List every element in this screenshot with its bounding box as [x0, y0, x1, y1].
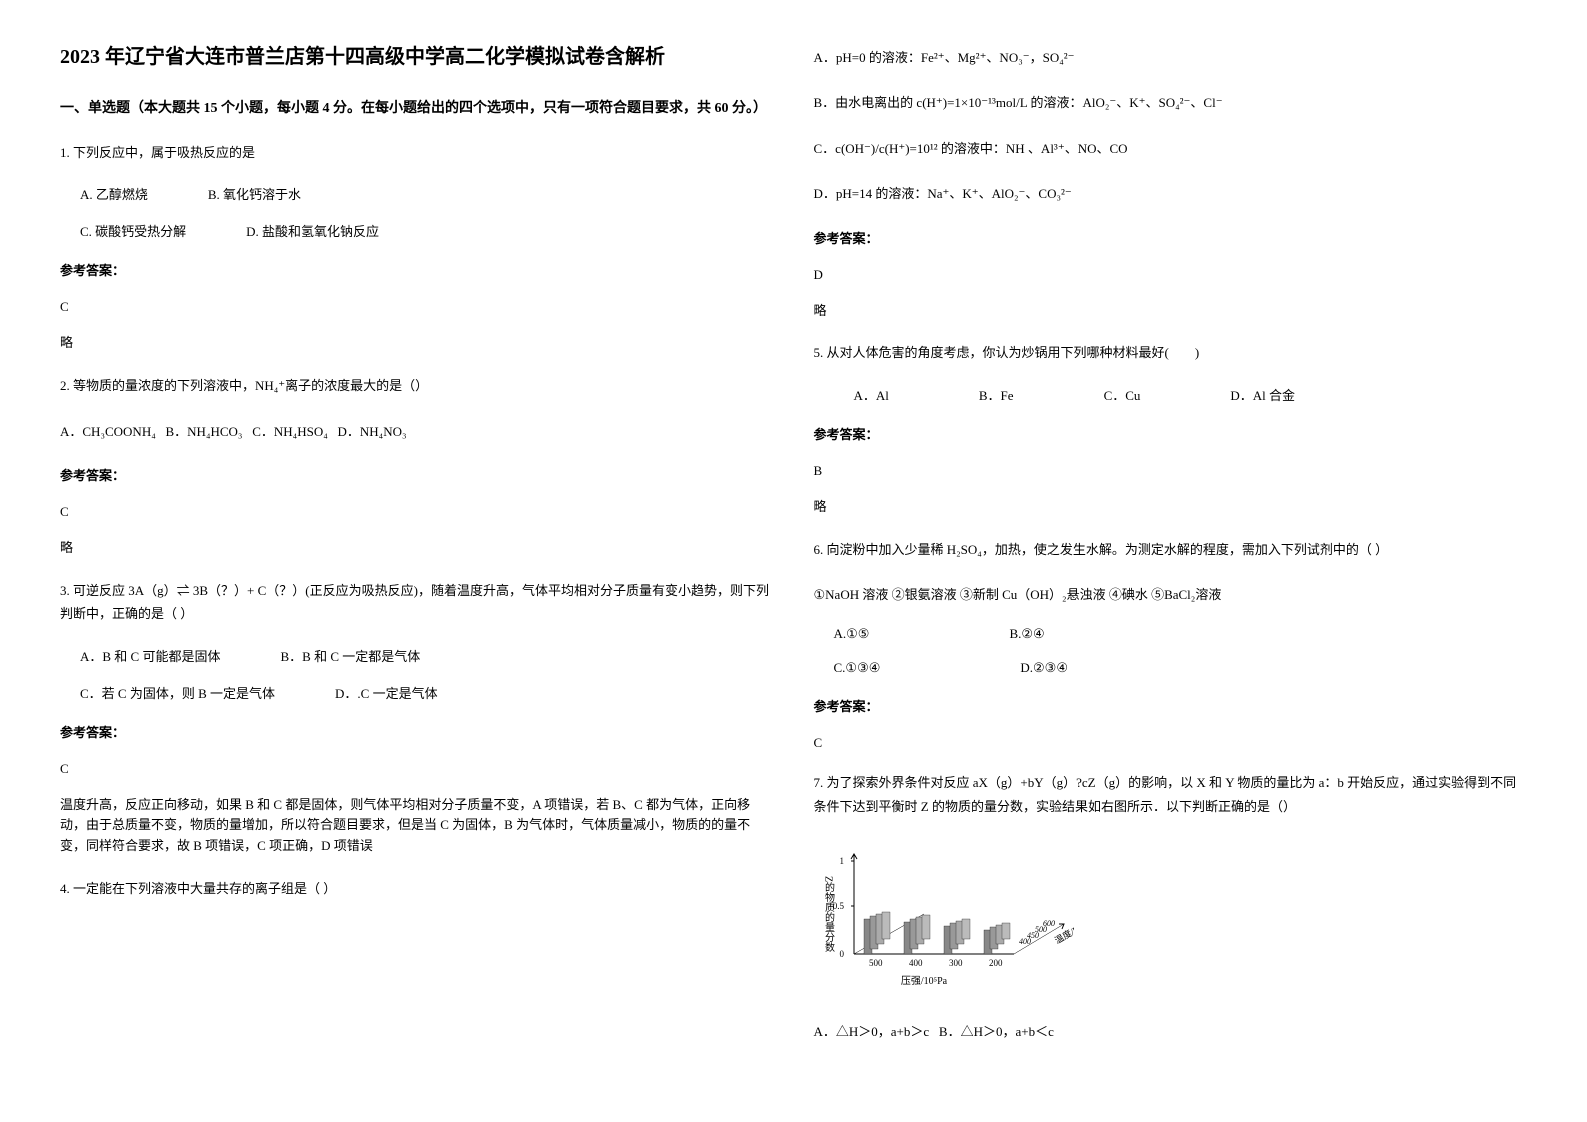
- q6-options-1: A.①⑤ B.②④: [834, 626, 1528, 642]
- q4-opt-a: A．pH=0 的溶液：Fe²⁺、Mg²⁺、NO₃⁻，SO₄²⁻: [814, 46, 1528, 69]
- q3-explanation: 温度升高，反应正向移动，如果 B 和 C 都是固体，则气体平均相对分子质量不变，…: [60, 795, 774, 857]
- q3-answer-label: 参考答案：: [60, 722, 774, 741]
- q5-stem: 5. 从对人体危害的角度考虑，你认为炒锅用下列哪种材料最好( ): [814, 341, 1528, 364]
- q5-answer: B: [814, 463, 1528, 479]
- q1-answer-label: 参考答案：: [60, 260, 774, 279]
- q2-stem: 2. 等物质的量浓度的下列溶液中，NH₄⁺离子的浓度最大的是（）: [60, 374, 774, 397]
- q3-stem: 3. 可逆反应 3A（g）⇌ 3B（？）+ C（？）(正反应为吸热反应)，随着温…: [60, 579, 774, 626]
- q2-opt-d: D．NH₄NO₃: [338, 424, 407, 439]
- q3-opt-d: D．.C 一定是气体: [335, 683, 438, 702]
- ytick-2: 1: [839, 856, 844, 866]
- q2-opt-b: B．NH₄HCO₃: [166, 424, 243, 439]
- q1-options-2: C. 碳酸钙受热分解 D. 盐酸和氢氧化钠反应: [80, 221, 774, 240]
- q1-opt-a: A. 乙醇燃烧: [80, 184, 148, 203]
- q7-opt-b: B．△H＞0，a+b＜c: [939, 1024, 1054, 1039]
- q1-note: 略: [60, 333, 774, 354]
- q7-opt-a: A．△H＞0，a+b＞c: [814, 1024, 930, 1039]
- ytick-0: 0: [839, 949, 844, 959]
- q6-opt-b: B.②④: [1009, 626, 1044, 642]
- q7-stem: 7. 为了探索外界条件对反应 aX（g）+bY（g）?cZ（g）的影响，以 X …: [814, 771, 1528, 818]
- q3-options-2: C．若 C 为固体，则 B 一定是气体 D．.C 一定是气体: [80, 683, 774, 702]
- q7-chart: 0 0.5 1: [814, 844, 1074, 994]
- q5-opt-b: B．Fe: [979, 385, 1014, 404]
- q7-options: A．△H＞0，a+b＞c B．△H＞0，a+b＜c: [814, 1020, 1528, 1043]
- q6-stem: 6. 向淀粉中加入少量稀 H₂SO₄，加热，使之发生水解。为测定水解的程度，需加…: [814, 538, 1528, 561]
- q1-opt-d: D. 盐酸和氢氧化钠反应: [246, 221, 379, 240]
- xlabel: 压强/10⁵Pa: [900, 975, 947, 987]
- q5-opt-c: C．Cu: [1104, 385, 1141, 404]
- q4-answer-label: 参考答案：: [814, 228, 1528, 247]
- xtick-1: 400: [909, 958, 923, 968]
- exam-title: 2023 年辽宁省大连市普兰店第十四高级中学高二化学模拟试卷含解析: [60, 40, 774, 69]
- xtick-2: 300: [949, 958, 963, 968]
- q6-opt-c: C.①③④: [834, 660, 881, 676]
- q1-options-1: A. 乙醇燃烧 B. 氧化钙溶于水: [80, 184, 774, 203]
- q1-opt-c: C. 碳酸钙受热分解: [80, 221, 186, 240]
- q6-answer: C: [814, 735, 1528, 751]
- q5-opt-a: A．Al: [854, 385, 889, 404]
- q2-opt-c: C．NH₄HSO₄: [252, 424, 328, 439]
- temp-3: 600: [1043, 919, 1055, 928]
- q2-note: 略: [60, 538, 774, 559]
- bars: [864, 912, 1010, 954]
- q3-answer: C: [60, 761, 774, 777]
- xtick-0: 500: [869, 958, 883, 968]
- q3-opt-b: B．B 和 C 一定都是气体: [280, 646, 420, 665]
- q3-opt-a: A．B 和 C 可能都是固体: [80, 646, 220, 665]
- q5-answer-label: 参考答案：: [814, 424, 1528, 443]
- q2-answer-label: 参考答案：: [60, 465, 774, 484]
- q3-opt-c: C．若 C 为固体，则 B 一定是气体: [80, 683, 275, 702]
- q6-opt-d: D.②③④: [1020, 660, 1068, 676]
- section-header: 一、单选题（本大题共 15 个小题，每小题 4 分。在每小题给出的四个选项中，只…: [60, 97, 774, 117]
- q2-options: A．CH₃COONH₄ B．NH₄HCO₃ C．NH₄HSO₄ D．NH₄NO₃: [60, 420, 774, 443]
- q2-answer: C: [60, 504, 774, 520]
- q1-answer: C: [60, 299, 774, 315]
- q1-opt-b: B. 氧化钙溶于水: [208, 184, 301, 203]
- q4-stem: 4. 一定能在下列溶液中大量共存的离子组是（ ）: [60, 877, 774, 900]
- ylabel: Z的物质的量分数: [822, 876, 834, 953]
- q4-opt-d: D．pH=14 的溶液：Na⁺、K⁺、AlO₂⁻、CO₃²⁻: [814, 182, 1528, 205]
- q4-opt-b: B．由水电离出的 c(H⁺)=1×10⁻¹³mol/L 的溶液：AlO₂⁻、K⁺…: [814, 91, 1528, 114]
- ytick-1: 0.5: [832, 901, 844, 911]
- q4-note: 略: [814, 301, 1528, 322]
- q1-stem: 1. 下列反应中，属于吸热反应的是: [60, 141, 774, 164]
- q5-options: A．Al B．Fe C．Cu D．Al 合金: [854, 385, 1528, 404]
- q5-opt-d: D．Al 合金: [1230, 385, 1295, 404]
- right-column: A．pH=0 的溶液：Fe²⁺、Mg²⁺、NO₃⁻，SO₄²⁻ B．由水电离出的…: [814, 40, 1528, 1082]
- left-column: 2023 年辽宁省大连市普兰店第十四高级中学高二化学模拟试卷含解析 一、单选题（…: [60, 40, 774, 1082]
- chart-svg: 0 0.5 1: [814, 844, 1074, 994]
- q6-answer-label: 参考答案：: [814, 696, 1528, 715]
- q6-options-2: C.①③④ D.②③④: [834, 660, 1528, 676]
- q3-options-1: A．B 和 C 可能都是固体 B．B 和 C 一定都是气体: [80, 646, 774, 665]
- q5-note: 略: [814, 497, 1528, 518]
- xtick-3: 200: [989, 958, 1003, 968]
- q4-opt-c: C．c(OH⁻)/c(H⁺)=10¹² 的溶液中：NH 、Al³⁺、NO、CO: [814, 137, 1528, 160]
- q6-opt-a: A.①⑤: [834, 626, 870, 642]
- q2-opt-a: A．CH₃COONH₄: [60, 424, 156, 439]
- q4-answer: D: [814, 267, 1528, 283]
- q6-line2: ①NaOH 溶液 ②银氨溶液 ③新制 Cu（OH）₂悬浊液 ④碘水 ⑤BaCl₂…: [814, 583, 1528, 606]
